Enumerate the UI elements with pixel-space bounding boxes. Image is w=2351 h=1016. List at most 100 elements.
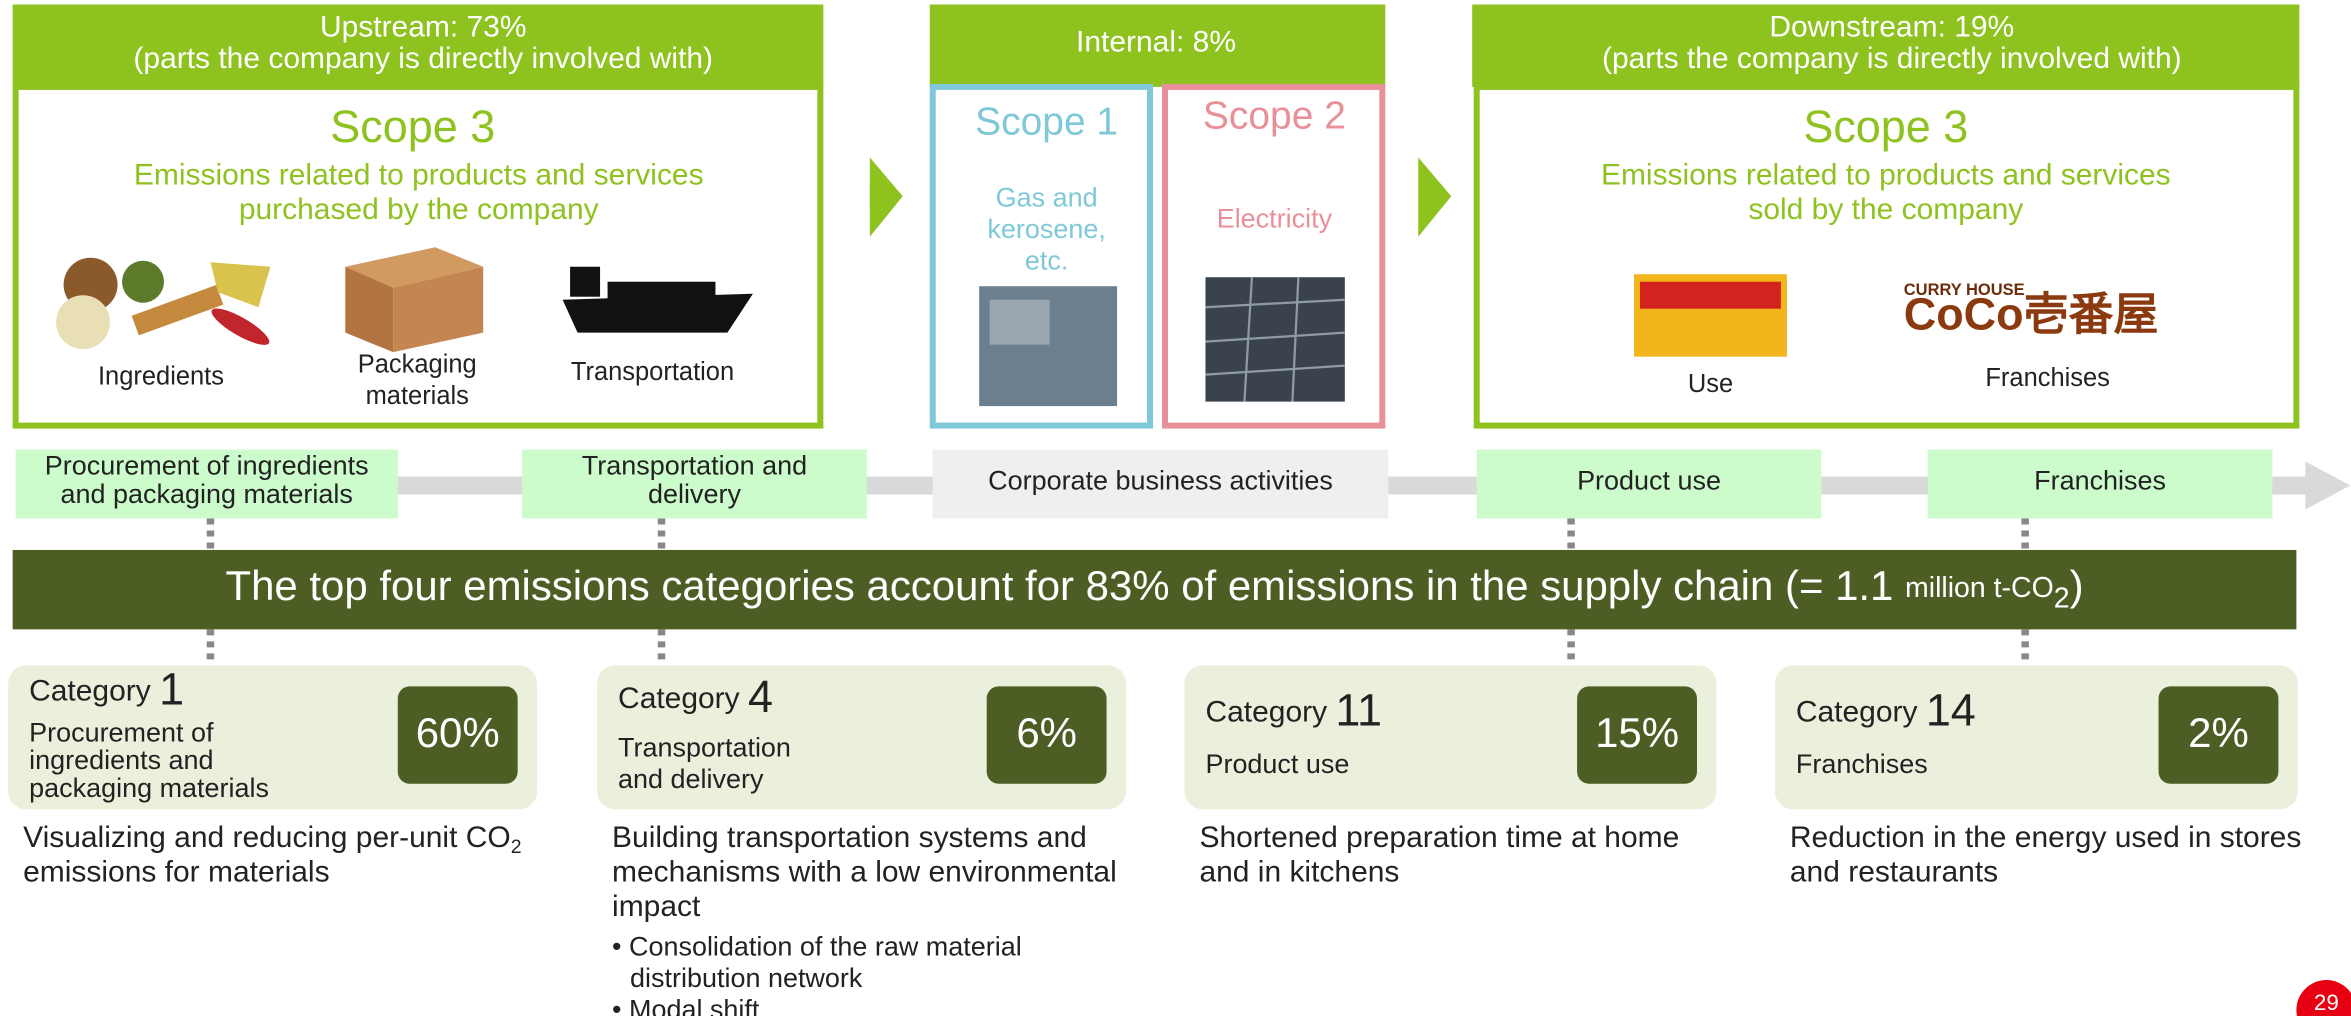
category-number: 1 [159, 663, 184, 714]
share-box [1577, 686, 1697, 784]
banner-bg [12, 549, 2297, 630]
category-number: 4 [748, 671, 773, 722]
share-value: 2% [2188, 709, 2249, 756]
share-box [397, 686, 518, 784]
scope-title: Scope 3 [1803, 101, 1968, 152]
scope2-title: Scope 2 [1203, 95, 1346, 138]
category-word: Category [1796, 695, 1926, 728]
category-description: packaging materials [29, 773, 269, 803]
scope-description: purchased by the company [239, 193, 599, 226]
box-image [345, 247, 484, 353]
bullet-text: • Consolidation of the raw material [612, 932, 1022, 962]
measure-text: Building transportation systems and [612, 821, 1087, 854]
stage-label: delivery [648, 479, 741, 509]
stage-box [522, 449, 867, 519]
downstream-header: (parts the company is directly involved … [1602, 42, 2182, 75]
banner-sub: 2 [2054, 582, 2070, 614]
item-label: materials [366, 382, 469, 410]
category-word: Category [1205, 695, 1335, 728]
scope-description: Emissions related to products and servic… [1601, 159, 2171, 192]
measure-line: Reduction in the energy used in stores [1790, 821, 2301, 854]
category-description: Procurement of [29, 717, 214, 747]
logo-small: CURRY HOUSE [1904, 281, 2025, 299]
stage-label: Corporate business activities [988, 466, 1333, 496]
bullet-text: • Modal shift [612, 995, 760, 1016]
stage-box [932, 449, 1389, 519]
category-word: Category [618, 682, 748, 715]
bullet-text: distribution network [630, 963, 863, 993]
category-number: 11 [1335, 684, 1382, 735]
measure-text: mechanisms with a low environmental [612, 856, 1117, 889]
solar-grid [1205, 277, 1345, 402]
category-description: ingredients and [29, 745, 213, 775]
measure-sub: 2 [511, 836, 522, 858]
measure-line: Building transportation systems and [612, 821, 1087, 854]
scope-title: Scope 3 [330, 101, 495, 152]
scope2-description: Electricity [1217, 203, 1333, 233]
scope-description: sold by the company [1748, 193, 2023, 226]
ingredients-image [56, 257, 271, 350]
share-value: 15% [1595, 709, 1679, 756]
measure-text: Visualizing and reducing per-unit CO2 [23, 821, 521, 858]
share-box [986, 686, 1107, 784]
measure-line: and in kitchens [1199, 856, 1399, 889]
timeline-arrow [2305, 461, 2351, 510]
category-description: Franchises [1796, 749, 1928, 779]
banner-main: The top four emissions categories accoun… [225, 562, 1905, 609]
stage-box [15, 449, 398, 519]
share-value: 6% [1016, 709, 1077, 756]
page-number: 29 [2314, 990, 2339, 1015]
category-label: Category 14 [1796, 684, 1976, 735]
upstream-header: Upstream: 73% [320, 10, 527, 43]
arrow [1418, 157, 1452, 237]
measure-line: and restaurants [1790, 856, 1998, 889]
measure-text: emissions for materials [23, 856, 329, 889]
share-box [2158, 686, 2279, 784]
product-image-band [1640, 281, 1781, 309]
ship-image [562, 266, 753, 333]
stage-box [1927, 449, 2273, 519]
logo-main: CoCo壱番屋 [1904, 289, 2159, 340]
downstream-box [1473, 83, 2300, 429]
category-description: and delivery [618, 764, 764, 794]
item-label: Use [1688, 370, 1733, 398]
stage-box [1476, 449, 1822, 519]
measure-text: and in kitchens [1199, 856, 1399, 889]
stage-label: Transportation and [582, 451, 807, 481]
stage-label: and packaging materials [61, 479, 353, 509]
item-label: Franchises [1985, 364, 2110, 392]
category-word: Category [29, 674, 159, 707]
item-label: Transportation [571, 358, 734, 386]
share-value: 60% [416, 709, 500, 756]
measure-text: impact [612, 890, 701, 923]
measure-line: mechanisms with a low environmental [612, 856, 1117, 889]
upstream-header: (parts the company is directly involved … [133, 42, 713, 75]
stage-label: Product use [1577, 466, 1721, 496]
item-label: Ingredients [98, 362, 224, 390]
internal-header-bg [929, 4, 1386, 87]
banner-text: The top four emissions categories accoun… [225, 562, 2083, 614]
category-label: Category 11 [1205, 684, 1382, 735]
measure-line: emissions for materials [23, 856, 329, 889]
item-label: Packaging [358, 350, 477, 378]
arrow [869, 157, 903, 237]
category-number: 14 [1926, 684, 1976, 735]
measure-line: impact [612, 890, 701, 923]
scope1-title: Scope 1 [975, 101, 1118, 144]
downstream-header: Downstream: 19% [1769, 10, 2014, 43]
scope1-description: Gas and [996, 182, 1098, 212]
stage-label: Franchises [2034, 466, 2166, 496]
measure-line: Shortened preparation time at home [1199, 821, 1679, 854]
banner-unit: million t-CO [1905, 571, 2054, 603]
equipment-image-detail [989, 299, 1050, 345]
scope1-description: etc. [1025, 245, 1068, 275]
measure-text: and restaurants [1790, 856, 1998, 889]
measure-text: Reduction in the energy used in stores [1790, 821, 2301, 854]
upstream-header-bg [12, 4, 824, 87]
banner-close: ) [2070, 562, 2084, 609]
internal-header: Internal: 8% [1076, 25, 1236, 58]
category-description: Transportation [618, 732, 791, 762]
measure-text: Shortened preparation time at home [1199, 821, 1679, 854]
measure-line: Visualizing and reducing per-unit CO [23, 821, 511, 854]
